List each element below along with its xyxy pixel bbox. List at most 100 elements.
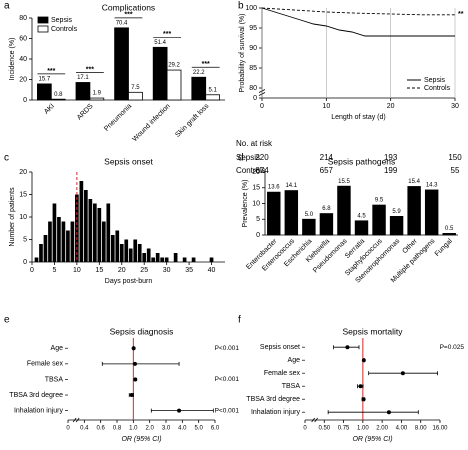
value-label: 0.8 <box>54 92 63 98</box>
x-tick-label: 35 <box>185 267 193 274</box>
y-tick-label: 0 <box>23 259 27 266</box>
value-label: 4.5 <box>357 213 366 219</box>
row-label: Female sex <box>27 361 64 368</box>
odds-ratio-point <box>345 345 350 350</box>
y-tick-label: 85 <box>249 65 257 72</box>
y-axis-label: Probability of survival (%) <box>239 14 246 93</box>
row-label: Age <box>51 345 64 352</box>
row-label: Sepsis onset <box>260 344 300 351</box>
histogram-bar <box>43 235 48 262</box>
odds-ratio-point <box>131 346 136 351</box>
value-label: 7.5 <box>131 85 140 91</box>
histogram-bar <box>34 257 39 262</box>
bar <box>372 204 386 236</box>
y-axis-label: Number of patients <box>9 187 16 247</box>
y-tick-label: 0 <box>256 232 260 239</box>
significance-label: ** <box>458 11 464 18</box>
x-tick-label: 0.6 <box>96 426 105 432</box>
panel-label: b <box>238 1 244 12</box>
x-tick-label: 15 <box>95 267 103 274</box>
value-label: 6.8 <box>322 206 331 212</box>
x-tick-label: 6.0 <box>211 426 220 432</box>
bar <box>128 91 143 101</box>
histogram-bar <box>70 221 75 262</box>
significance-label: *** <box>124 12 132 19</box>
histogram-bar <box>115 230 120 262</box>
chart-title: Complications <box>102 2 155 12</box>
legend-swatch <box>37 25 49 33</box>
y-tick-label: 20 <box>252 169 260 176</box>
histogram-bar <box>182 257 187 262</box>
bar <box>114 27 129 101</box>
value-label: 13.6 <box>268 185 280 191</box>
odds-ratio-point <box>386 410 391 415</box>
histogram-bar <box>124 239 129 262</box>
x-tick-label: Fungal <box>434 237 454 257</box>
p-value: P<0.001 <box>215 376 240 383</box>
risk-value: 55 <box>451 166 460 175</box>
x-tick-label: 0 <box>66 426 70 432</box>
significance-label: *** <box>202 61 210 68</box>
odds-ratio-point <box>129 393 134 398</box>
histogram-bar <box>133 239 138 262</box>
value-label: 15.4 <box>408 179 420 185</box>
histogram-bar <box>57 217 61 262</box>
histogram-bar <box>173 253 178 262</box>
legend-swatch <box>37 16 49 24</box>
histogram-bar <box>39 244 43 262</box>
x-tick-label: Wound infection <box>131 103 171 143</box>
risk-value: 657 <box>320 166 334 175</box>
panel-label: a <box>4 1 10 12</box>
x-tick-label: 4.00 <box>396 426 408 432</box>
value-label: 14.3 <box>426 183 438 189</box>
y-tick-label: 100 <box>245 5 257 12</box>
bar <box>442 233 456 236</box>
bar <box>302 218 316 236</box>
histogram-bar <box>61 221 66 262</box>
value-label: 15.5 <box>338 179 350 185</box>
odds-ratio-point <box>177 408 182 413</box>
value-label: 14.1 <box>285 183 297 189</box>
row-label: TBSA 3rd degree <box>246 396 300 403</box>
x-tick-label: 0.4 <box>80 426 89 432</box>
y-axis-label: Prevalence (%) <box>242 180 249 228</box>
histogram-bar <box>52 203 57 262</box>
risk-row-label: Controls <box>236 166 266 175</box>
axis-break <box>75 417 80 423</box>
row-label: TBSA <box>45 376 64 383</box>
x-tick-label: 5.0 <box>194 426 203 432</box>
x-axis-label: OR (95% CI) <box>121 436 161 443</box>
histogram-bar <box>155 253 160 262</box>
y-tick-label: 80 <box>249 85 257 92</box>
panel-label: c <box>4 153 9 164</box>
x-tick-label: 30 <box>451 103 459 110</box>
legend-label: Controls <box>424 85 451 92</box>
survival-line <box>261 7 455 16</box>
bar <box>354 220 369 236</box>
x-tick-label: 0.75 <box>338 426 350 432</box>
row-label: TBSA 3rd degree <box>9 392 63 399</box>
x-tick-label: Skin graft loss <box>174 102 210 138</box>
x-tick-label: 2.00 <box>376 426 388 432</box>
histogram-bar <box>119 244 124 262</box>
chart-title: Sepsis pathogens <box>328 156 396 166</box>
x-axis-label: Days post-burn <box>105 278 153 285</box>
y-tick-label: 0 <box>253 95 257 102</box>
y-tick-label: 10 <box>19 214 27 221</box>
y-tick-label: 90 <box>249 45 257 52</box>
histogram-bar <box>142 253 147 262</box>
x-tick-label: 8.00 <box>415 426 427 432</box>
value-label: 17.1 <box>77 75 89 81</box>
x-tick-label: 16.00 <box>432 426 448 432</box>
chart-title: Sepsis diagnosis <box>110 326 174 336</box>
bar <box>152 46 168 101</box>
x-tick-label: 10 <box>73 267 81 274</box>
x-tick-label: AKI <box>43 103 56 116</box>
x-tick-label: 0 <box>303 426 307 432</box>
value-label: 22.2 <box>193 70 205 76</box>
histogram-bar <box>79 181 84 262</box>
histogram-bar <box>151 257 156 262</box>
histogram-bar <box>97 208 102 262</box>
x-tick-label: 3.0 <box>162 426 171 432</box>
significance-label: *** <box>86 66 94 73</box>
